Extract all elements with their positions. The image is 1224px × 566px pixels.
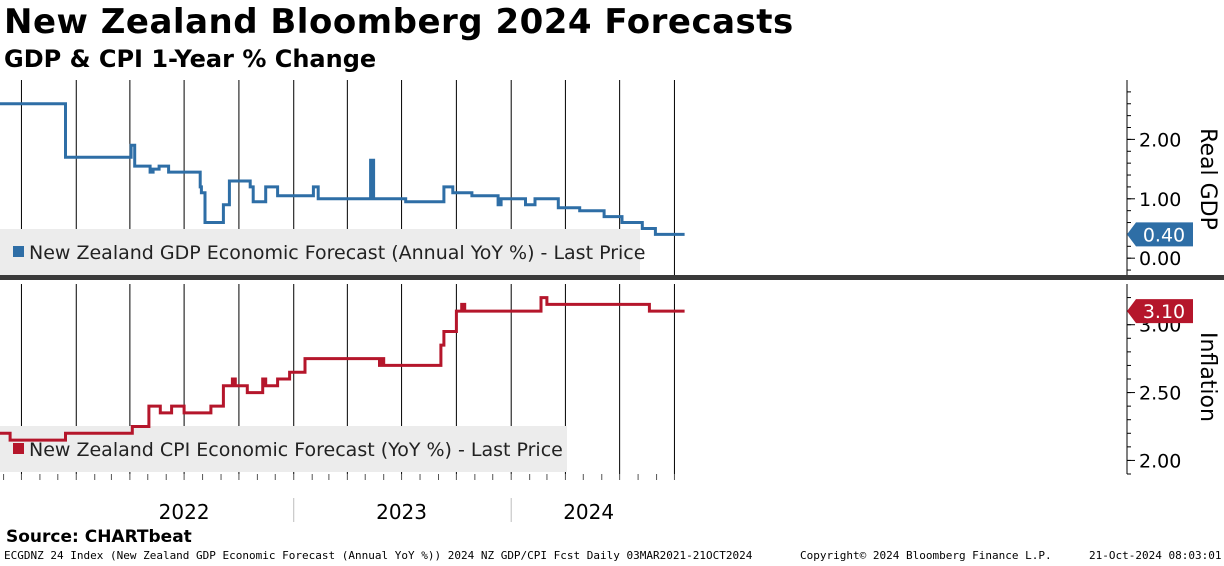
panel-divider [0,275,1224,280]
footer-ticker-info: ECGDNZ 24 Index (New Zealand GDP Economi… [4,549,753,562]
x-year-label: 2022 [159,500,210,524]
legend-layer: New Zealand GDP Economic Forecast (Annua… [0,229,645,472]
legend-swatch [13,443,24,454]
legend-label: New Zealand GDP Economic Forecast (Annua… [29,242,645,264]
legend-swatch [13,246,24,257]
y-tick-label: 0.00 [1139,248,1181,270]
y-axis-title: Real GDP [1195,128,1220,230]
footer-timestamp: 21-Oct-2024 08:03:01 [1089,549,1222,562]
x-year-label: 2024 [563,500,614,524]
label-layer: 0.40 3.10 [1127,222,1193,324]
y-tick-label: 2.50 [1139,383,1181,405]
cpi-series-line [0,296,685,442]
last-value-tag [1127,299,1193,324]
series-layer [0,102,685,442]
last-value-label: 3.10 [1143,301,1185,323]
last-value-label: 0.40 [1143,224,1185,246]
chart-subtitle: GDP & CPI 1-Year % Change [4,45,377,73]
y-tick-label: 2.00 [1139,450,1181,472]
x-year-label: 2023 [376,500,427,524]
gdp-series-line [0,102,685,236]
y-axis-title: Inflation [1195,332,1220,422]
footer-copyright: Copyright© 2024 Bloomberg Finance L.P. [800,549,1052,562]
legend-box [0,229,640,275]
legend-label: New Zealand CPI Economic Forecast (YoY %… [29,439,563,461]
chart-title: New Zealand Bloomberg 2024 Forecasts [4,2,794,42]
last-value-tag [1127,222,1193,247]
y-tick-label: 2.00 [1139,129,1181,151]
source-note: Source: CHARTbeat [6,527,192,547]
y-tick-label: 1.00 [1139,189,1181,211]
